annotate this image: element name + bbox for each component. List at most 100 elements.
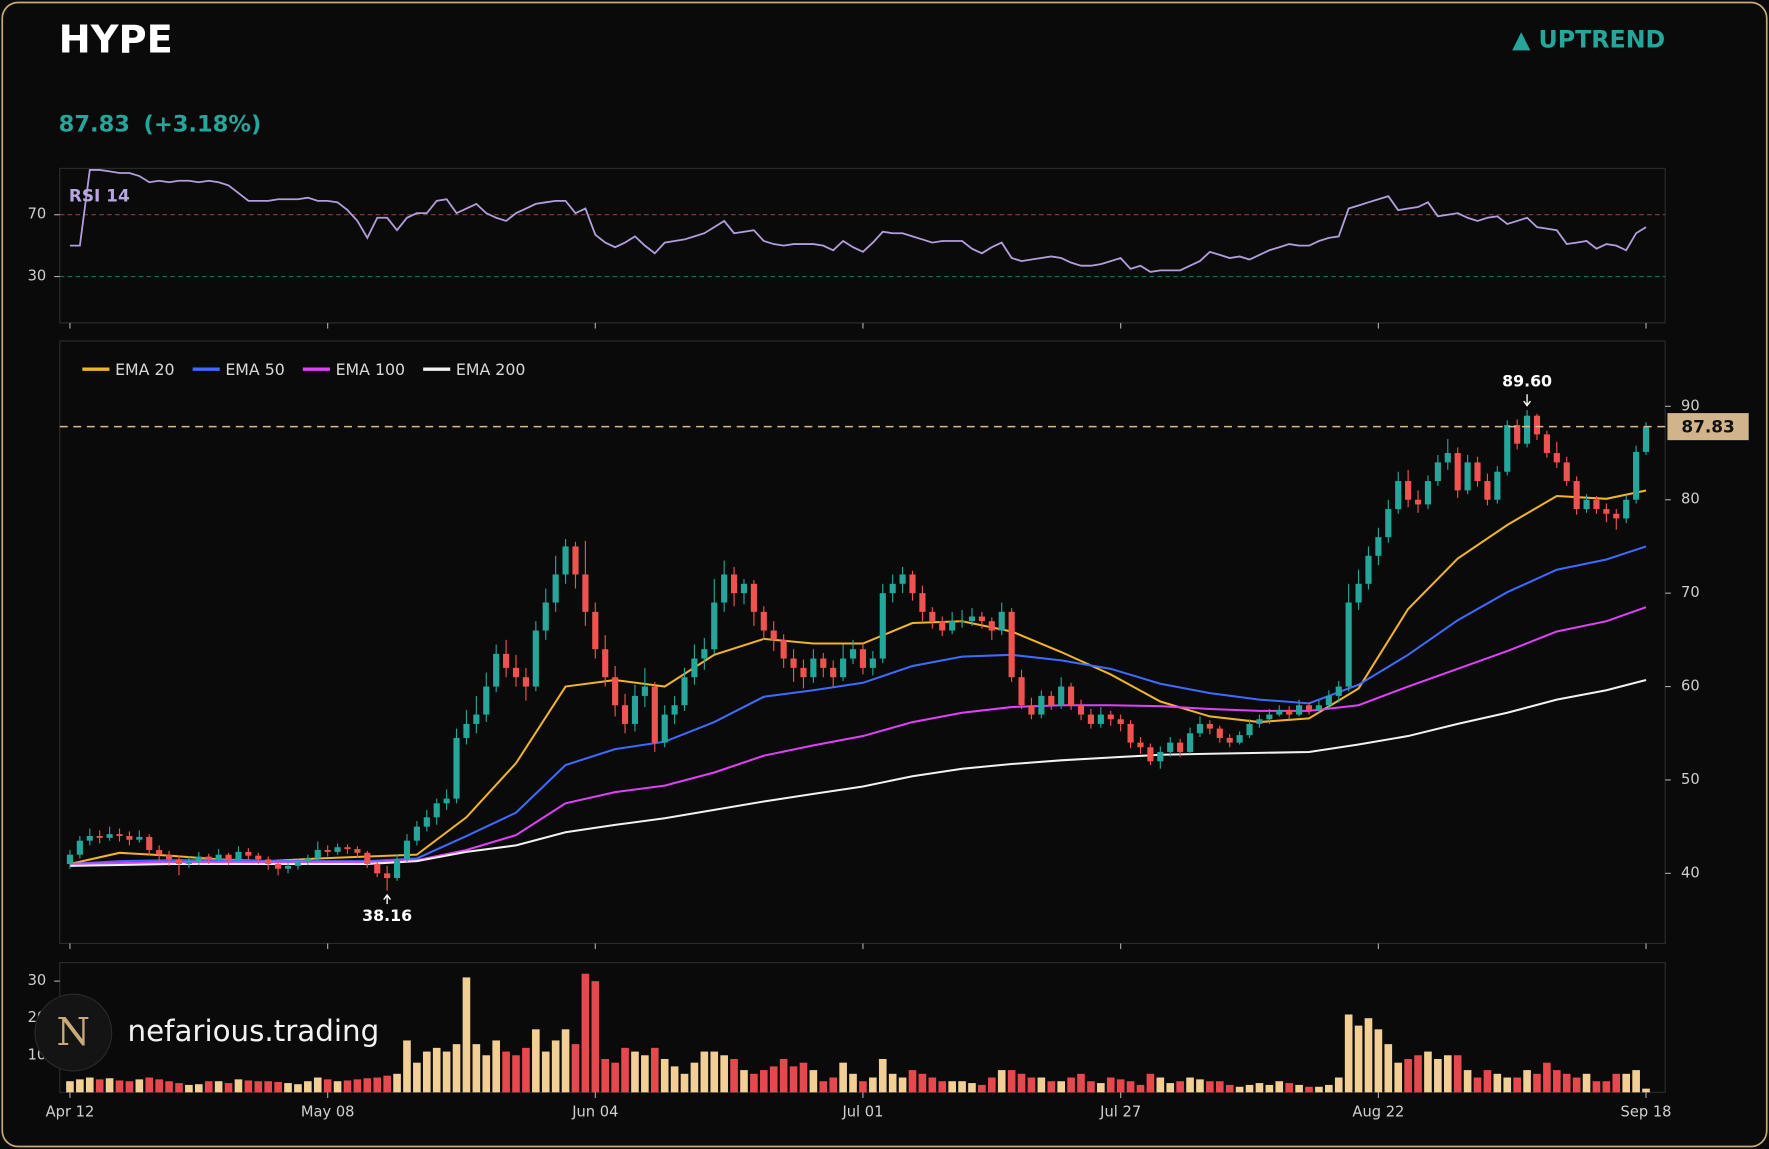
candle-body — [1315, 705, 1322, 710]
volume-bar — [115, 1080, 124, 1093]
legend-label: EMA 100 — [336, 360, 406, 379]
volume-bar — [1325, 1084, 1333, 1093]
volume-bar — [125, 1081, 134, 1093]
volume-bar — [730, 1058, 738, 1093]
volume-bar — [1443, 1055, 1452, 1093]
candle-body — [255, 855, 262, 860]
volume-bar — [740, 1070, 748, 1093]
volume-bar — [997, 1070, 1006, 1093]
volume-bar — [690, 1062, 699, 1093]
candle-body — [522, 677, 529, 687]
candle-body — [1256, 719, 1263, 724]
candle-body — [612, 677, 619, 706]
candle-body — [265, 859, 272, 865]
candle-body — [750, 583, 757, 612]
volume-bar — [1225, 1084, 1234, 1093]
volume-bar — [720, 1055, 728, 1093]
volume-bar — [1305, 1086, 1313, 1093]
y-tick-label: 30 — [28, 972, 47, 989]
annotation: 89.60 — [1502, 371, 1552, 390]
volume-bar — [700, 1051, 709, 1093]
volume-bar — [1394, 1062, 1403, 1093]
candle-body — [661, 714, 668, 743]
volume-bar — [1156, 1077, 1165, 1093]
y-tick-label: 90 — [1681, 397, 1700, 414]
volume-bar — [1186, 1077, 1194, 1093]
candle-body — [403, 840, 411, 860]
volume-bar — [938, 1081, 947, 1093]
candle-body — [859, 649, 867, 668]
volume-bar — [888, 1073, 897, 1093]
candle-body — [473, 714, 480, 724]
candle-body — [1533, 415, 1541, 435]
volume-bar — [1632, 1070, 1640, 1093]
candle-body — [889, 583, 896, 594]
candle-body — [1603, 509, 1610, 514]
candle-body — [879, 593, 886, 659]
volume-bar — [1057, 1081, 1066, 1093]
volume-bar — [264, 1081, 273, 1093]
candle-body — [275, 864, 282, 869]
candle-body — [1613, 513, 1620, 519]
candle-body — [592, 611, 599, 650]
volume-bar — [175, 1083, 183, 1093]
volume-bar — [1553, 1070, 1561, 1093]
logo — [34, 993, 113, 1072]
candle-body — [958, 621, 966, 623]
candle-body — [869, 658, 876, 668]
candle-body — [1226, 737, 1233, 743]
candle-body — [146, 836, 153, 851]
volume-bar — [66, 1081, 74, 1093]
volume-bar — [363, 1078, 372, 1093]
volume-bar — [1047, 1081, 1056, 1093]
volume-bar — [165, 1081, 173, 1093]
candle-body — [384, 873, 391, 879]
candle-body — [364, 852, 371, 865]
volume-bar — [968, 1083, 976, 1093]
candle-body — [909, 574, 916, 594]
candle-body — [1068, 686, 1075, 706]
volume-bar — [650, 1047, 659, 1093]
volume-bar — [1592, 1081, 1601, 1093]
candle-body — [820, 658, 827, 668]
candle-body — [1633, 451, 1640, 500]
volume-bar — [1533, 1073, 1541, 1093]
volume-bar — [1404, 1058, 1412, 1093]
volume-bar — [541, 1051, 550, 1093]
candle-body — [96, 836, 103, 838]
volume-bar — [1483, 1070, 1492, 1093]
candle-body — [1296, 705, 1303, 715]
candle-body — [780, 639, 787, 659]
volume-bar — [1364, 1018, 1373, 1093]
candle-body — [354, 849, 361, 853]
volume-bar — [304, 1081, 312, 1093]
candle-body — [790, 658, 797, 668]
candle-body — [1434, 462, 1441, 482]
candle-body — [929, 611, 936, 622]
volume-bar — [789, 1066, 798, 1093]
rsi-label: RSI 14 — [69, 186, 130, 206]
y-tick-label: 30 — [28, 268, 47, 285]
volume-bar — [343, 1080, 352, 1093]
volume-bar — [859, 1081, 867, 1093]
volume-bar — [204, 1081, 213, 1093]
candle-body — [968, 616, 976, 622]
candle-body — [443, 798, 450, 804]
candle-body — [1127, 723, 1134, 743]
volume-bar — [611, 1062, 619, 1093]
candle-body — [1524, 415, 1531, 444]
price-tag — [1667, 413, 1749, 441]
volume-bar — [1572, 1077, 1581, 1093]
candle-body — [116, 834, 123, 837]
candle-body — [731, 574, 738, 594]
candle-body — [463, 723, 470, 738]
volume-bar — [1295, 1084, 1303, 1093]
last-price: 87.83 — [59, 111, 130, 137]
candle-body — [572, 546, 579, 575]
candle-body — [1286, 709, 1293, 715]
title: HYPE — [59, 17, 173, 62]
candle-body — [423, 817, 430, 827]
volume-bar — [323, 1079, 332, 1093]
legend-label: EMA 50 — [225, 360, 284, 379]
candle-body — [483, 686, 490, 715]
